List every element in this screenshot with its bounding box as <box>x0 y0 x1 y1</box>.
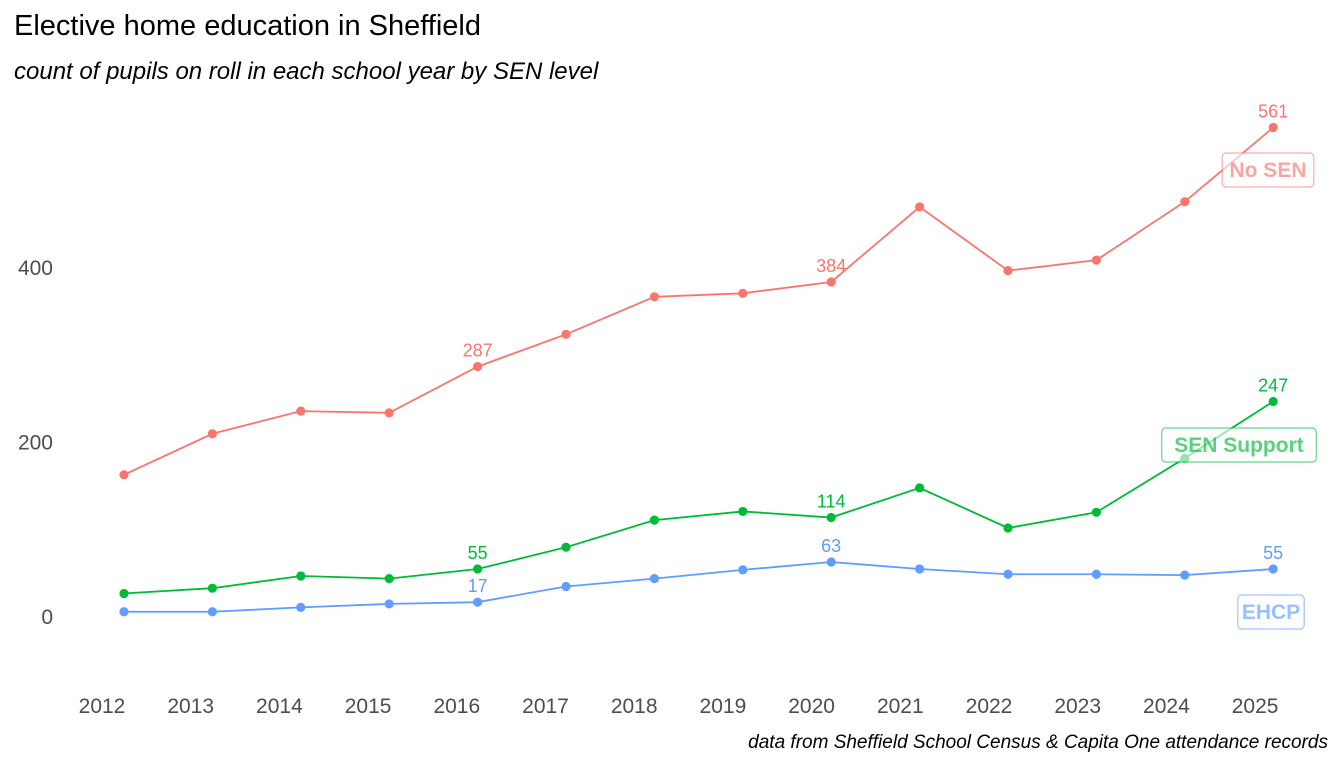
chart-caption: data from Sheffield School Census & Capi… <box>748 732 1328 753</box>
data-point-ehcp <box>473 597 483 607</box>
data-label-no-sen: 561 <box>1258 102 1288 122</box>
x-tick-label: 2015 <box>345 695 392 718</box>
data-label-sen-support: 114 <box>817 492 846 512</box>
x-tick-label: 2024 <box>1143 695 1190 718</box>
chart-subtitle: count of pupils on roll in each school y… <box>14 58 599 85</box>
x-tick-label: 2017 <box>522 695 569 718</box>
data-point-no-sen <box>738 288 748 298</box>
x-tick-label: 2018 <box>611 695 658 718</box>
data-point-ehcp <box>649 574 660 584</box>
data-point-no-sen <box>384 408 394 418</box>
data-point-no-sen <box>649 292 660 302</box>
data-point-ehcp <box>738 565 748 575</box>
data-point-sen-support <box>1268 396 1278 407</box>
data-point-no-sen <box>473 361 483 372</box>
series-line-no-sen <box>123 126 1274 476</box>
series-label-box-no-sen <box>1221 152 1315 188</box>
data-point-ehcp <box>915 564 925 574</box>
series-label-sen-support: SEN Support <box>1174 434 1304 457</box>
data-point-no-sen <box>207 429 217 439</box>
series-label-ehcp: EHCP <box>1242 601 1300 624</box>
x-tick-label: 2016 <box>433 695 480 718</box>
data-point-no-sen <box>119 470 129 480</box>
x-tick-label: 2014 <box>256 695 303 718</box>
data-point-ehcp <box>207 607 217 617</box>
data-label-ehcp: 17 <box>468 576 488 596</box>
x-tick-label: 2022 <box>966 695 1013 718</box>
y-tick-label: 400 <box>18 257 53 280</box>
data-point-sen-support <box>738 506 748 517</box>
x-tick-label: 2025 <box>1232 695 1279 718</box>
y-tick-label: 0 <box>41 606 53 629</box>
data-point-ehcp <box>384 599 394 609</box>
data-point-sen-support <box>473 564 483 574</box>
y-tick-label: 200 <box>18 432 53 455</box>
x-tick-label: 2020 <box>788 695 835 718</box>
data-point-sen-support <box>826 512 836 523</box>
x-tick-label: 2021 <box>877 695 924 718</box>
data-label-ehcp: 55 <box>1263 543 1283 563</box>
data-label-sen-support: 247 <box>1258 375 1288 395</box>
data-point-sen-support <box>384 574 394 584</box>
data-point-sen-support <box>649 515 660 525</box>
data-point-no-sen <box>915 202 925 212</box>
data-label-ehcp: 63 <box>821 536 841 556</box>
data-label-sen-support: 55 <box>468 543 488 563</box>
data-point-no-sen <box>1091 255 1101 265</box>
data-point-no-sen <box>1268 122 1278 133</box>
data-label-no-sen: 384 <box>816 256 846 276</box>
data-point-no-sen <box>1180 197 1190 207</box>
series-label-no-sen: No SEN <box>1229 159 1306 182</box>
series-label-box-sen-support <box>1161 427 1317 463</box>
chart-title: Elective home education in Sheffield <box>14 10 481 42</box>
x-tick-label: 2023 <box>1054 695 1101 718</box>
data-point-sen-support <box>119 588 129 599</box>
data-point-no-sen <box>1003 266 1013 276</box>
data-point-sen-support <box>1003 523 1013 533</box>
data-point-sen-support <box>1091 507 1101 517</box>
data-point-no-sen <box>561 329 571 339</box>
series-label-box-ehcp <box>1237 594 1305 630</box>
data-point-ehcp <box>119 607 129 617</box>
x-tick-label: 2012 <box>79 695 126 718</box>
data-point-no-sen <box>826 277 836 287</box>
data-point-sen-support <box>561 542 571 552</box>
data-point-ehcp <box>1180 570 1190 580</box>
x-tick-label: 2019 <box>700 695 747 718</box>
data-point-sen-support <box>207 583 217 593</box>
data-point-ehcp <box>1091 569 1101 579</box>
data-label-no-sen: 287 <box>463 341 493 361</box>
data-point-ehcp <box>561 581 571 592</box>
data-point-ehcp <box>826 557 836 567</box>
data-point-ehcp <box>1268 564 1278 574</box>
x-tick-label: 2013 <box>167 695 214 718</box>
data-point-sen-support <box>296 571 306 581</box>
data-point-no-sen <box>296 406 306 416</box>
data-point-ehcp <box>296 602 306 613</box>
series-line-sen-support <box>123 400 1274 595</box>
series-line-ehcp <box>124 561 1274 613</box>
data-point-ehcp <box>1003 569 1013 579</box>
data-point-sen-support <box>915 483 925 493</box>
